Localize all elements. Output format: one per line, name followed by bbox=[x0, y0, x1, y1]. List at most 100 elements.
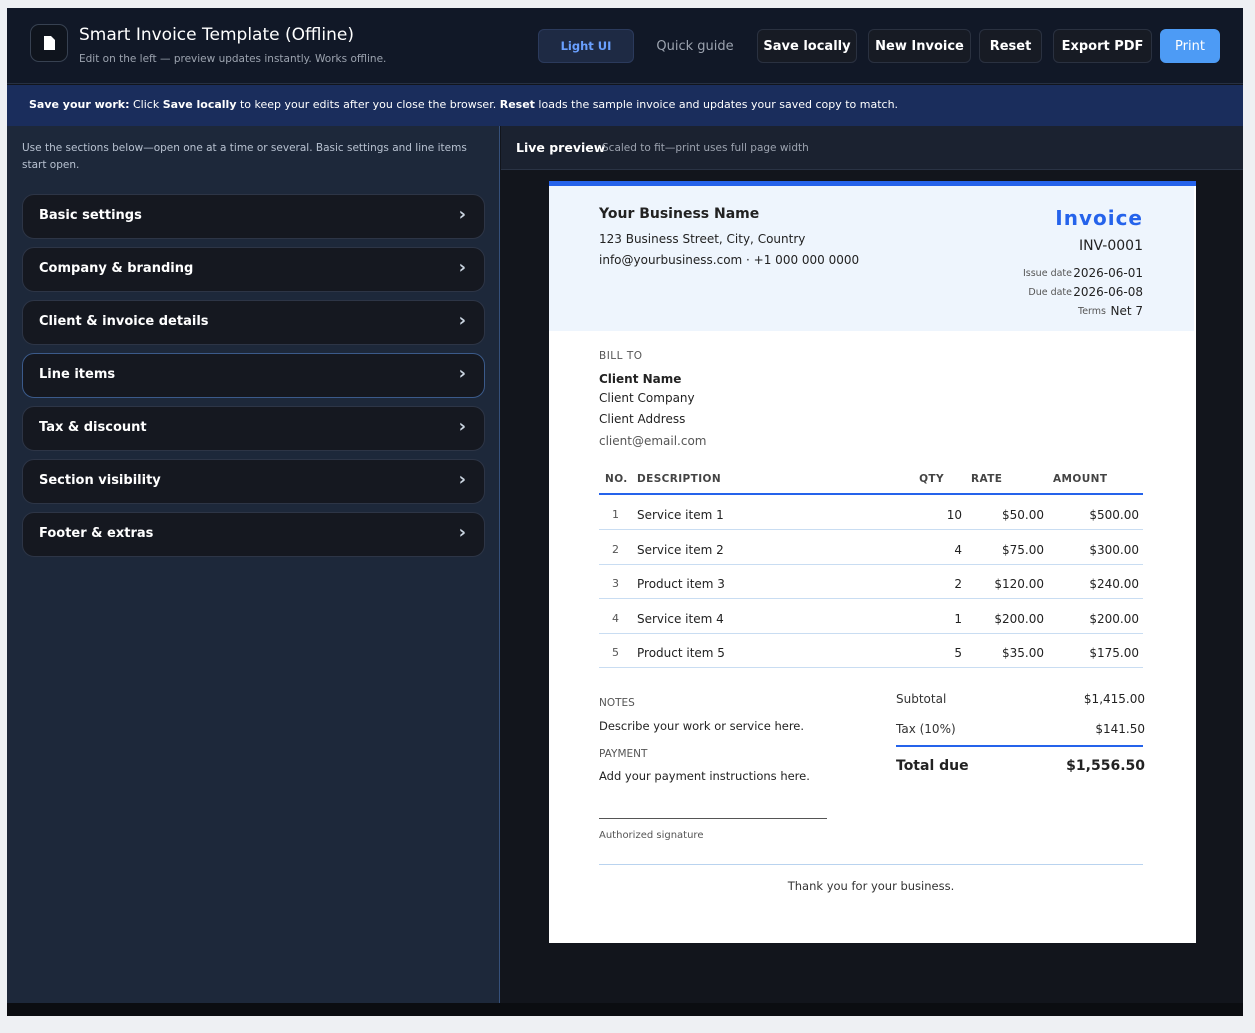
row-rule bbox=[599, 598, 1143, 600]
accordion-section[interactable]: Basic settings bbox=[22, 194, 485, 239]
table-cell: 2 bbox=[612, 542, 619, 556]
signature-label: Authorized signature bbox=[599, 830, 704, 841]
meta-label: Issue date bbox=[1022, 268, 1072, 279]
table-cell: $120.00 bbox=[994, 577, 1044, 592]
table-cell: $75.00 bbox=[1002, 542, 1044, 557]
client-address: Client Address bbox=[599, 412, 686, 426]
total-value: $1,556.50 bbox=[1066, 758, 1145, 774]
app: Smart Invoice Template (Offline) Edit on… bbox=[7, 8, 1243, 1003]
accordion-section[interactable]: Section visibility bbox=[22, 459, 485, 504]
total-row-label: Subtotal bbox=[896, 692, 947, 706]
table-cell: $35.00 bbox=[1002, 646, 1044, 661]
footer-rule bbox=[599, 864, 1143, 865]
app-title: Smart Invoice Template (Offline) bbox=[79, 25, 355, 45]
table-cell: $200.00 bbox=[1089, 611, 1139, 626]
business-name: Your Business Name bbox=[599, 206, 760, 222]
accordion-section[interactable]: Company & branding bbox=[22, 247, 485, 292]
total-row-value: $1,415.00 bbox=[1083, 692, 1145, 706]
table-cell: 4 bbox=[612, 611, 619, 625]
invoice-number: INV-0001 bbox=[1078, 238, 1143, 254]
banner-text: loads the sample invoice and updates you… bbox=[534, 98, 899, 111]
meta-label: Due date bbox=[1028, 287, 1072, 298]
total-label: Total due bbox=[896, 758, 969, 774]
toolbar-button[interactable]: New Invoice bbox=[868, 29, 971, 63]
client-company: Client Company bbox=[599, 391, 695, 405]
table-cell: Product item 5 bbox=[637, 646, 725, 661]
banner-text: Save your work: bbox=[29, 98, 130, 111]
client-email: client@email.com bbox=[599, 434, 707, 448]
sidebar: Use the sections below—open one at a tim… bbox=[7, 126, 500, 1003]
row-rule bbox=[599, 667, 1143, 669]
meta-value: Net 7 bbox=[1110, 304, 1143, 318]
toolbar-button[interactable]: Quick guide bbox=[656, 38, 734, 54]
banner-text: to keep your edits after you close the b… bbox=[236, 98, 500, 111]
signature-line bbox=[599, 818, 827, 819]
accordion-section[interactable]: Client & invoice details bbox=[22, 300, 485, 345]
table-cell: $240.00 bbox=[1089, 577, 1139, 592]
banner-text: Click bbox=[129, 98, 163, 111]
payment: Add your payment instructions here. bbox=[599, 769, 810, 783]
table-cell: Service item 4 bbox=[637, 611, 724, 626]
table-cell: Service item 2 bbox=[637, 542, 724, 557]
row-rule bbox=[599, 563, 1143, 565]
accordion-section[interactable]: Tax & discount bbox=[22, 406, 485, 451]
accordion-section[interactable]: Line items bbox=[22, 353, 485, 398]
notes: Describe your work or service here. bbox=[599, 719, 805, 733]
toolbar-button[interactable]: Reset bbox=[979, 29, 1042, 63]
footer-text: Thank you for your business. bbox=[787, 879, 955, 893]
table-cell: 10 bbox=[946, 508, 962, 522]
top-bar: Smart Invoice Template (Offline) Edit on… bbox=[7, 8, 1243, 84]
banner-text: Save locally bbox=[162, 98, 237, 111]
table-cell: 3 bbox=[612, 577, 619, 591]
banner-text: Reset bbox=[499, 98, 535, 111]
bottom-bar bbox=[7, 1003, 1243, 1016]
total-row-value: $141.50 bbox=[1095, 722, 1145, 736]
table-cell: 4 bbox=[954, 542, 962, 557]
sidebar-intro: Use the sections below—open one at a tim… bbox=[22, 142, 467, 171]
row-rule bbox=[599, 529, 1143, 530]
save-banner: Save your work: Click Save locally to ke… bbox=[7, 85, 1243, 126]
table-cell: 1 bbox=[612, 508, 619, 521]
invoice-header: Your Business Name 123 Business Street, … bbox=[549, 186, 1194, 331]
bill-to-label: BILL TO bbox=[599, 350, 643, 362]
column-header: NO. bbox=[605, 473, 628, 485]
business-address: 123 Business Street, City, Country bbox=[599, 232, 806, 246]
totals-rule bbox=[896, 745, 1143, 747]
meta-value: 2026-06-08 bbox=[1073, 285, 1143, 299]
doc-icon bbox=[44, 36, 55, 50]
table-cell: 5 bbox=[612, 646, 619, 660]
table-cell: $300.00 bbox=[1089, 542, 1139, 557]
meta-label: Terms bbox=[1078, 306, 1106, 317]
table-cell: $500.00 bbox=[1089, 508, 1139, 522]
table-cell: $200.00 bbox=[994, 611, 1044, 626]
app-subtitle: Edit on the left — preview updates insta… bbox=[79, 53, 387, 65]
table-header-rule bbox=[599, 493, 1143, 495]
table-cell: 5 bbox=[954, 646, 962, 661]
meta-value: 2026-06-01 bbox=[1073, 266, 1143, 280]
client-name: Client Name bbox=[599, 372, 682, 386]
accordion-section[interactable]: Footer & extras bbox=[22, 512, 485, 557]
preview-note: Scaled to fit—print uses full page width bbox=[602, 142, 809, 154]
table-cell: Product item 3 bbox=[637, 577, 725, 592]
column-header: DESCRIPTION bbox=[637, 473, 722, 485]
preview-label: Live preview bbox=[516, 140, 606, 155]
row-rule bbox=[599, 632, 1143, 634]
total-row-label: Tax (10%) bbox=[896, 722, 956, 736]
column-header: AMOUNT bbox=[1053, 473, 1108, 485]
invoice-title: Invoice bbox=[1055, 206, 1143, 230]
table-cell: $50.00 bbox=[1002, 508, 1044, 522]
column-header: QTY bbox=[919, 473, 944, 485]
invoice-paper: Your Business Name 123 Business Street, … bbox=[549, 181, 1196, 943]
toolbar-button[interactable]: Print bbox=[1160, 29, 1220, 63]
toolbar-button[interactable]: Save locally bbox=[757, 29, 857, 63]
notes-label: NOTES bbox=[599, 697, 635, 709]
toolbar-button[interactable]: Light UI bbox=[538, 29, 634, 63]
app-icon bbox=[30, 24, 68, 62]
payment-label: PAYMENT bbox=[599, 748, 648, 760]
table-cell: 2 bbox=[954, 577, 962, 592]
column-header: RATE bbox=[971, 473, 1003, 485]
table-cell: 1 bbox=[954, 611, 962, 626]
toolbar-button[interactable]: Export PDF bbox=[1053, 29, 1152, 63]
